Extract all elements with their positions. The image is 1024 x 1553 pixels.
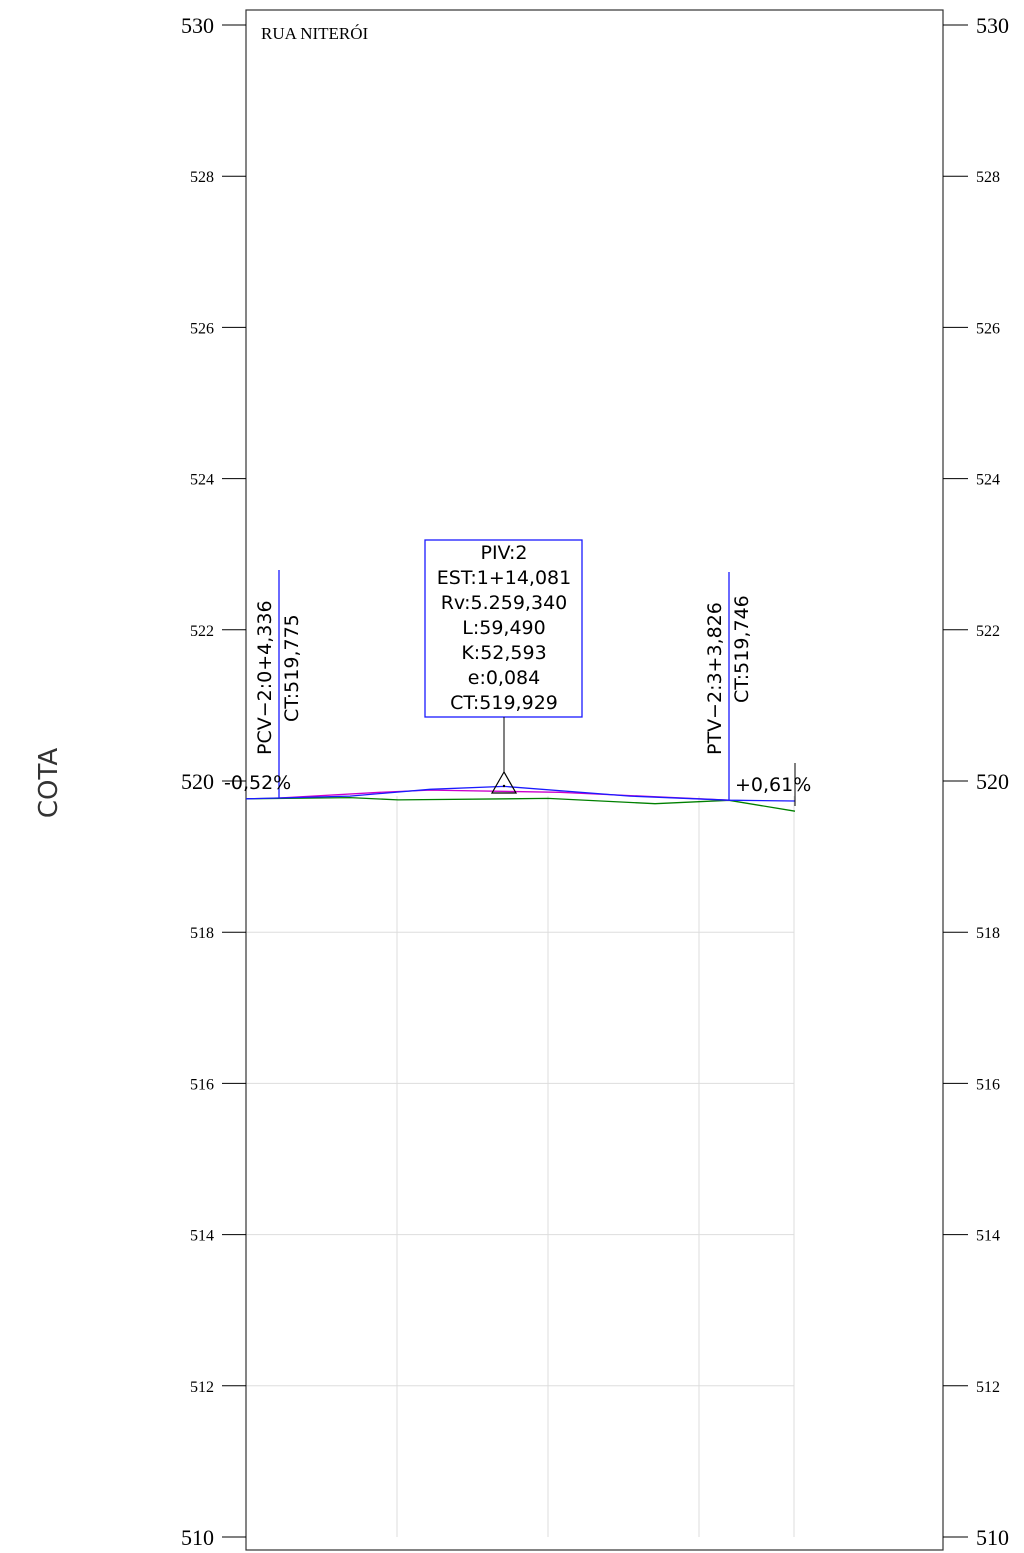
piv-info-lines: PIV:2 EST:1+14,081 Rv:5.259,340 L:59,490 K:5…: [437, 542, 571, 714]
plot-frame: [245, 9, 944, 1551]
right-tick-label: 522: [976, 623, 1000, 640]
ptv-elevation-label: CT:519,746: [731, 595, 753, 703]
piv-center-dot: [502, 784, 506, 788]
left-tick-label: 526: [190, 320, 214, 337]
piv-info-line: EST:1+14,081: [437, 567, 571, 589]
right-tick-label: 528: [976, 169, 1000, 186]
right-tick-label: 516: [976, 1076, 1000, 1093]
pcv-station-label: PCV−2:0+4,336: [254, 600, 276, 755]
elevation-axis-title: COTA: [34, 748, 64, 818]
left-tick-label: 518: [190, 925, 214, 942]
right-tick-label: 526: [976, 320, 1000, 337]
left-tick-label: 516: [190, 1076, 214, 1093]
street-title: RUA NITERÓI: [261, 24, 369, 43]
grade-right-label: +0,61%: [735, 774, 811, 796]
right-tick-label: 524: [976, 472, 1000, 489]
grid-lines: [246, 796, 795, 1537]
left-tick-label: 522: [190, 623, 214, 640]
left-tick-label: 524: [190, 472, 214, 489]
left-tick-label: 510: [181, 1525, 214, 1550]
piv-info-box: [424, 539, 583, 718]
right-tick-label: 518: [976, 925, 1000, 942]
left-tick-label: 512: [190, 1379, 214, 1396]
left-tick-label: 528: [190, 169, 214, 186]
piv-info-line: e:0,084: [468, 667, 540, 689]
piv-info-line: PIV:2: [481, 542, 528, 564]
ptv-station-label: PTV−2:3+3,826: [704, 602, 726, 755]
grade-left-label: -0,52%: [224, 772, 291, 794]
left-tick-label: 514: [190, 1228, 214, 1245]
right-tick-label: 530: [976, 13, 1009, 38]
right-tick-label: 512: [976, 1379, 1000, 1396]
piv-info-line: K:52,593: [461, 642, 546, 664]
right-tick-label: 520: [976, 769, 1009, 794]
piv-info-line: Rv:5.259,340: [441, 592, 568, 614]
left-tick-label: 530: [181, 13, 214, 38]
right-tick-label: 510: [976, 1525, 1009, 1550]
piv-triangle-marker: [490, 770, 518, 794]
piv-info-line: L:59,490: [462, 617, 545, 639]
pcv-elevation-label: CT:519,775: [281, 614, 303, 722]
elevation-axes: 510 510 512 512 514 514 516 516 518 518 520 520 522 5…: [181, 13, 1009, 1550]
right-tick-label: 514: [976, 1228, 1000, 1245]
piv-info-line: CT:519,929: [450, 692, 558, 714]
left-tick-label: 520: [181, 769, 214, 794]
